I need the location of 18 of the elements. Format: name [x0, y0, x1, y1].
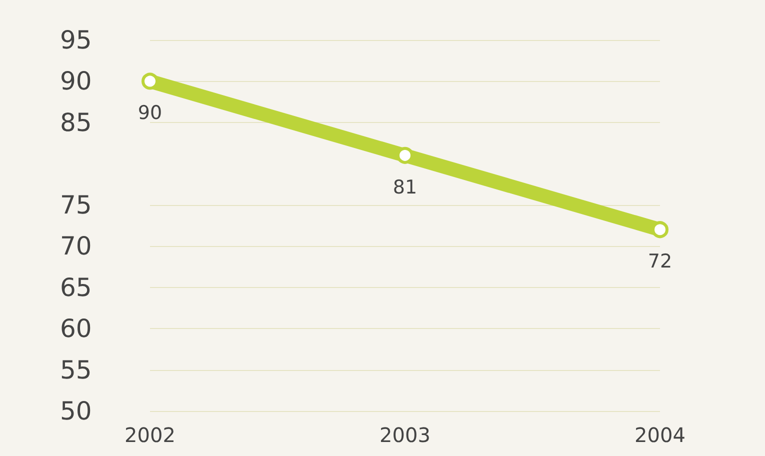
y-tick-label: 50	[60, 396, 92, 426]
y-tick-label: 90	[60, 66, 92, 96]
y-tick-label: 75	[60, 190, 92, 220]
y-tick-label: 65	[60, 272, 92, 302]
y-tick-label: 60	[60, 314, 92, 344]
x-tick-label: 2002	[124, 423, 176, 447]
y-tick-label: 95	[60, 26, 92, 54]
data-label: 90	[138, 102, 162, 124]
point	[652, 221, 668, 238]
point	[142, 72, 158, 90]
y-tick-label: 85	[60, 108, 92, 137]
data-label: 81	[392, 176, 418, 198]
x-tick-label: 2003	[380, 423, 430, 447]
x-tick-label: 2004	[634, 423, 686, 447]
y-tick-label: 70	[60, 232, 92, 261]
data-label: 72	[648, 250, 672, 273]
point	[396, 146, 414, 164]
y-tick-label: 55	[60, 355, 92, 384]
